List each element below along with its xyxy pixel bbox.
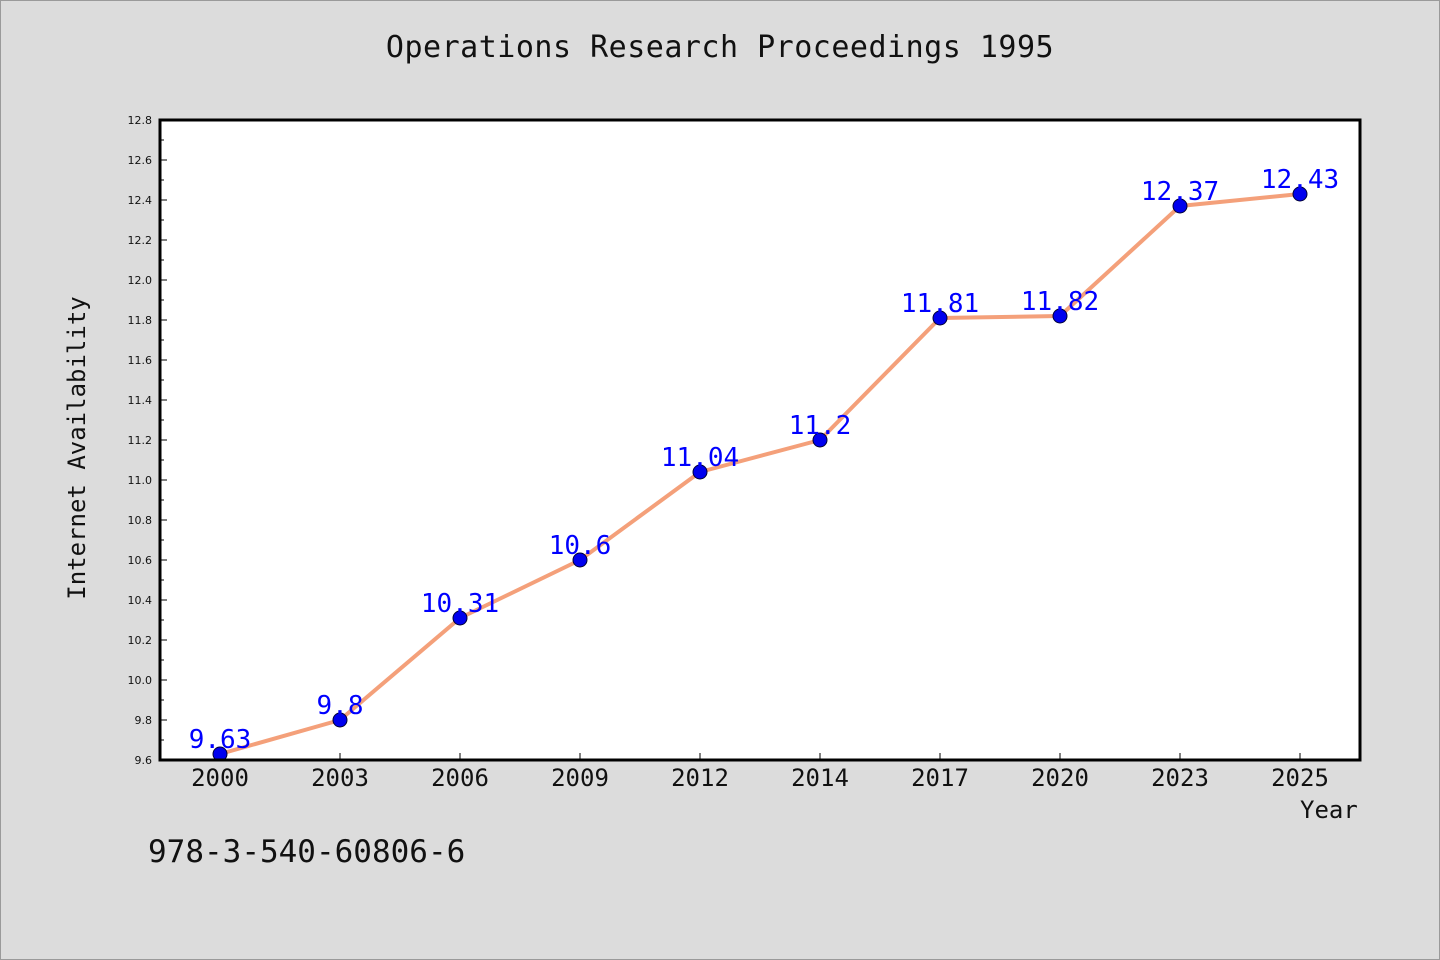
x-tick-label: 2012 (671, 764, 729, 792)
x-tick-label: 2014 (791, 764, 849, 792)
data-label: 10.31 (421, 589, 499, 619)
plot-border (158, 118, 1362, 762)
y-tick-label: 10.6 (128, 554, 153, 567)
y-tick-label: 12.4 (128, 194, 153, 207)
plot-area (160, 120, 1360, 760)
data-label: 12.43 (1261, 165, 1339, 195)
data-point (692, 464, 708, 480)
y-tick-label: 11.6 (128, 354, 153, 367)
data-point (572, 552, 588, 568)
data-point (1292, 186, 1308, 202)
y-tick-label: 12.0 (128, 274, 153, 287)
x-tick-label: 2023 (1151, 764, 1209, 792)
y-tick-label: 12.6 (128, 154, 153, 167)
data-label: 9.63 (189, 725, 252, 755)
data-point (812, 432, 828, 448)
x-tick-label: 2000 (191, 764, 249, 792)
x-tick-label: 2020 (1031, 764, 1089, 792)
data-point (932, 310, 948, 326)
data-label: 11.04 (661, 443, 739, 473)
data-point (332, 712, 348, 728)
y-tick-label: 10.0 (128, 674, 153, 687)
y-tick-label: 12.8 (128, 114, 153, 127)
x-axis: 2000 2003 2006 2009 2012 2014 2017 2020 2023 2025 (191, 753, 1329, 792)
data-point (1052, 308, 1068, 324)
data-point (452, 610, 468, 626)
series-group: 9.63 9.8 10.31 10.6 11.04 11.2 11.81 11.82 12.37… (189, 165, 1339, 762)
x-tick-label: 2025 (1271, 764, 1329, 792)
x-tick-label: 2017 (911, 764, 969, 792)
x-tick-label: 2009 (551, 764, 609, 792)
chart-title: Operations Research Proceedings 1995 (385, 30, 1055, 65)
data-label: 11.2 (789, 411, 852, 441)
y-tick-label: 12.2 (128, 234, 153, 247)
y-tick-label: 10.2 (128, 634, 153, 647)
x-axis-label: Year (1300, 796, 1358, 824)
series-line (218, 192, 1302, 756)
y-tick-label: 9.8 (135, 714, 153, 727)
data-label: 10.6 (549, 531, 612, 561)
y-tick-label: 10.8 (128, 514, 153, 527)
y-tick-label: 9.6 (135, 754, 153, 767)
data-point (1172, 198, 1188, 214)
y-tick-label: 11.2 (128, 434, 153, 447)
y-tick-label: 10.4 (128, 594, 153, 607)
y-tick-label: 11.0 (128, 474, 153, 487)
x-tick-label: 2003 (311, 764, 369, 792)
isbn-caption: 978-3-540-60806-6 (148, 834, 466, 870)
y-axis: 9.6 9.8 10.0 10.2 10.4 10.6 10.8 11.0 11.2 11.4 11… (128, 114, 167, 767)
y-tick-label: 11.8 (128, 314, 153, 327)
y-tick-label: 11.4 (128, 394, 153, 407)
x-tick-label: 2006 (431, 764, 489, 792)
data-label: 9.8 (317, 691, 364, 721)
data-label: 11.82 (1021, 287, 1099, 317)
data-label: 12.37 (1141, 177, 1219, 207)
data-label: 11.81 (901, 289, 979, 319)
